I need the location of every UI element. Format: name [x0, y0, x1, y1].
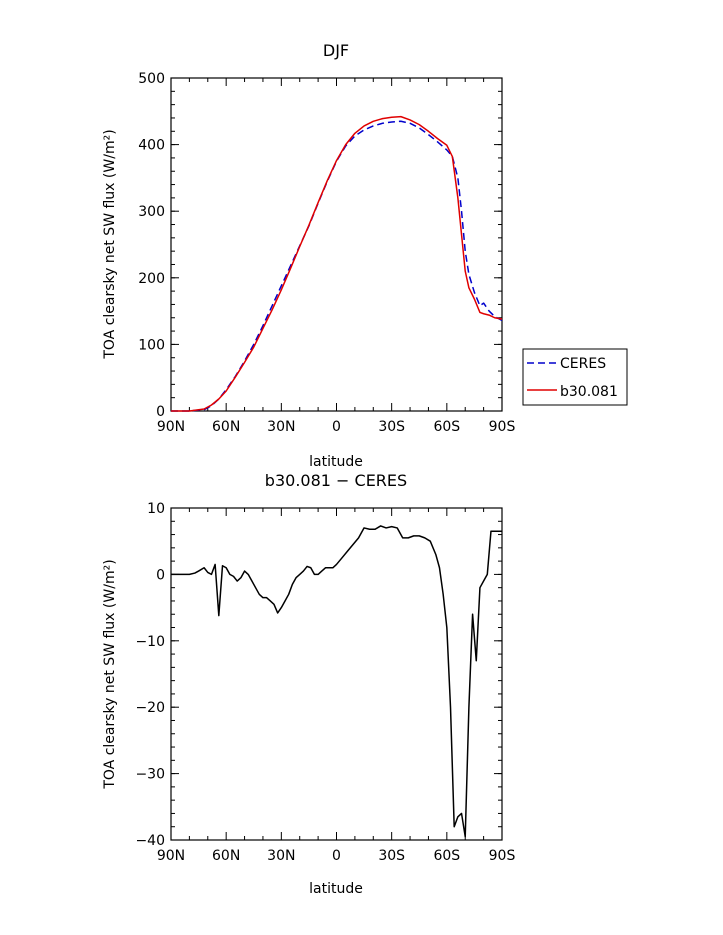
top-plot-frame — [170, 77, 503, 412]
top-x-tick-label: 60S — [433, 419, 460, 435]
top-y-axis-label: TOA clearsky net SW flux (W/m²) — [102, 129, 118, 359]
top-y-tick-label: 300 — [138, 204, 165, 220]
legend-label-ceres: CERES — [560, 356, 606, 372]
bottom-x-tick-label: 90N — [157, 848, 185, 864]
bottom-series-line-0 — [171, 525, 502, 838]
top-x-axis-label: latitude — [309, 454, 363, 470]
bottom-x-tick-label: 30S — [378, 848, 405, 864]
top-y-tick-label: 100 — [138, 337, 165, 353]
top-series-group — [171, 115, 503, 412]
bottom-y-tick-label: −10 — [135, 634, 165, 650]
bottom-x-tick-label: 90S — [489, 848, 516, 864]
bottom-chart-title: b30.081 − CERES — [265, 471, 407, 490]
top-axis-ticks: 90N 60N 30N 0 30S 60S 90S 0 100 200 300 400 500 — [138, 71, 515, 435]
top-x-tick-label: 30S — [378, 419, 405, 435]
legend-label-b30081: b30.081 — [560, 384, 618, 400]
bottom-x-tick-label: 30N — [267, 848, 295, 864]
top-panel: DJF 90N 60N 30N 0 30S 60S 90S0100200300400500 … — [102, 41, 515, 470]
bottom-series-group — [171, 525, 502, 838]
top-series-line-ceres — [171, 120, 503, 412]
bottom-y-tick-label: 0 — [156, 567, 165, 583]
bottom-x-tick-label: 60N — [212, 848, 240, 864]
top-y-tick-label: 400 — [138, 138, 165, 154]
top-x-tick-label: 0 — [332, 419, 341, 435]
top-x-tick-label: 60N — [212, 419, 240, 435]
bottom-y-tick-label: −30 — [135, 767, 165, 783]
top-x-tick-label: 30N — [267, 419, 295, 435]
top-x-tick-label: 90N — [157, 419, 185, 435]
legend-box — [522, 348, 628, 406]
top-chart-title: DJF — [323, 41, 349, 60]
bottom-y-axis-label-text: TOA clearsky net SW flux (W/m²) — [102, 559, 118, 789]
bottom-y-tick-label: −20 — [135, 700, 165, 716]
top-series-line-b30-081 — [171, 115, 503, 412]
bottom-panel: b30.081 − CERES 90N 60N 30N 0 30S 60S 90S −40 −3… — [102, 471, 515, 897]
bottom-y-tick-label: 10 — [147, 501, 165, 517]
bottom-x-tick-label: 60S — [433, 848, 460, 864]
top-x-tick-label: 90S — [489, 419, 516, 435]
top-y-tick-label: 200 — [138, 271, 165, 287]
bottom-x-axis-label: latitude — [309, 881, 363, 897]
top-y-axis-label-text: TOA clearsky net SW flux (W/m²) — [102, 129, 118, 359]
bottom-y-axis-label: TOA clearsky net SW flux (W/m²) — [102, 559, 118, 789]
top-y-tick-label: 0 — [156, 404, 165, 420]
legend: CERES b30.081 — [522, 348, 628, 406]
bottom-axis-ticks: 90N 60N 30N 0 30S 60S 90S −40 −30 −20 −10 0 10 — [135, 501, 515, 864]
top-y-tick-label: 500 — [138, 71, 165, 87]
bottom-y-tick-label: −40 — [135, 833, 165, 849]
bottom-x-tick-label: 0 — [332, 848, 341, 864]
